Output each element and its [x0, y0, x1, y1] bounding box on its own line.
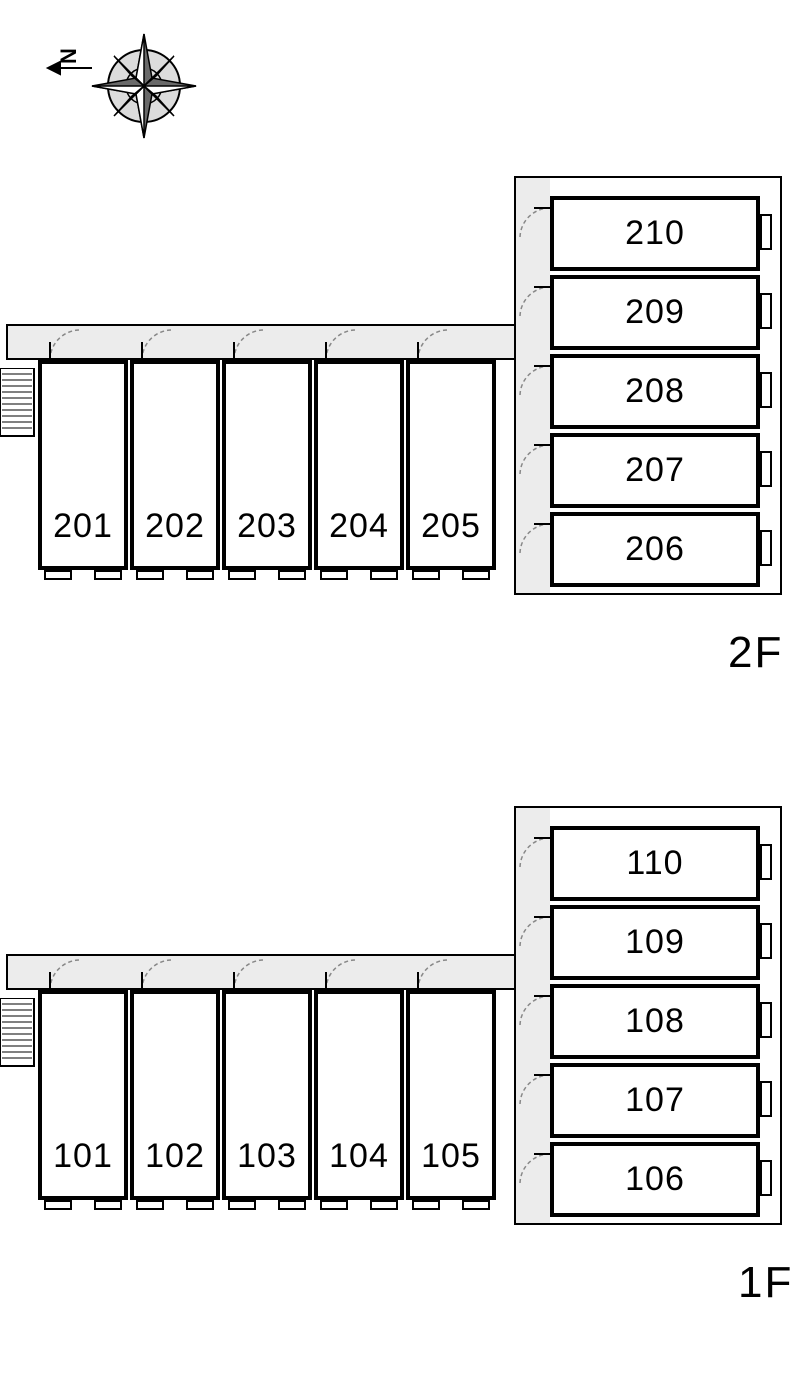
balcony-tab: [462, 570, 490, 580]
corridor-horizontal: [6, 954, 550, 990]
corridor-junction: [514, 324, 550, 360]
balcony-tab: [760, 293, 772, 329]
balcony-tab: [760, 1160, 772, 1196]
unit-209: 209: [550, 275, 760, 350]
unit-201: 201: [38, 360, 128, 570]
floor-label: 1F: [738, 1258, 793, 1308]
stairs-icon: [0, 368, 36, 443]
balcony-tab: [278, 1200, 306, 1210]
unit-205: 205: [406, 360, 496, 570]
balcony-tab: [228, 1200, 256, 1210]
balcony-tab: [278, 570, 306, 580]
unit-208: 208: [550, 354, 760, 429]
balcony-tab: [94, 570, 122, 580]
unit-207: 207: [550, 433, 760, 508]
unit-107: 107: [550, 1063, 760, 1138]
unit-106: 106: [550, 1142, 760, 1217]
unit-108: 108: [550, 984, 760, 1059]
corridor-vertical: [514, 808, 550, 1223]
balcony-tab: [412, 570, 440, 580]
compass-rose: N: [44, 26, 204, 151]
unit-102: 102: [130, 990, 220, 1200]
unit-203: 203: [222, 360, 312, 570]
balcony-tab: [186, 1200, 214, 1210]
balcony-tab: [186, 570, 214, 580]
balcony-tab: [370, 1200, 398, 1210]
balcony-tab: [320, 1200, 348, 1210]
unit-105: 105: [406, 990, 496, 1200]
balcony-tab: [760, 1002, 772, 1038]
unit-104: 104: [314, 990, 404, 1200]
balcony-tab: [760, 923, 772, 959]
balcony-tab: [320, 570, 348, 580]
balcony-tab: [462, 1200, 490, 1210]
unit-101: 101: [38, 990, 128, 1200]
balcony-tab: [136, 1200, 164, 1210]
balcony-tab: [44, 570, 72, 580]
unit-109: 109: [550, 905, 760, 980]
unit-204: 204: [314, 360, 404, 570]
compass-n-label: N: [56, 48, 81, 64]
stairs-icon: [0, 998, 36, 1073]
balcony-tab: [94, 1200, 122, 1210]
balcony-tab: [412, 1200, 440, 1210]
corridor-horizontal: [6, 324, 550, 360]
corridor-vertical: [514, 178, 550, 593]
corridor-junction: [514, 954, 550, 990]
balcony-tab: [136, 570, 164, 580]
balcony-tab: [370, 570, 398, 580]
floor-label: 2F: [728, 628, 783, 678]
balcony-tab: [760, 451, 772, 487]
balcony-tab: [760, 530, 772, 566]
unit-206: 206: [550, 512, 760, 587]
balcony-tab: [760, 372, 772, 408]
unit-110: 110: [550, 826, 760, 901]
balcony-tab: [228, 570, 256, 580]
balcony-tab: [760, 1081, 772, 1117]
unit-210: 210: [550, 196, 760, 271]
unit-103: 103: [222, 990, 312, 1200]
balcony-tab: [760, 214, 772, 250]
balcony-tab: [760, 844, 772, 880]
unit-202: 202: [130, 360, 220, 570]
balcony-tab: [44, 1200, 72, 1210]
